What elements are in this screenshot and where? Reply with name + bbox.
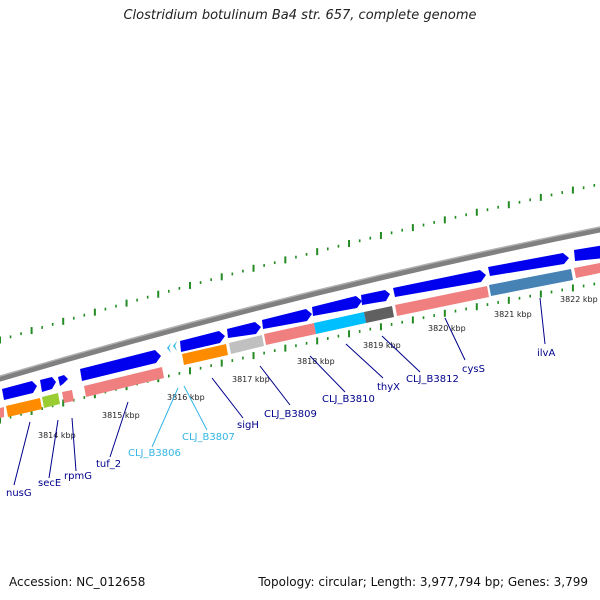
accession-label: Accession: NC_012658 bbox=[9, 575, 146, 589]
gene-arrow[interactable] bbox=[393, 270, 486, 297]
gene-labels: nusG secE rpmG tuf_2 CLJ_B3806 CLJ_B3807… bbox=[6, 348, 555, 499]
cds-bar[interactable] bbox=[314, 312, 366, 334]
gene-label-CLJ_B3806[interactable]: CLJ_B3806 bbox=[128, 448, 181, 459]
cds-bar[interactable] bbox=[84, 367, 164, 397]
kbp-label: 3816 kbp bbox=[167, 393, 205, 402]
cds-bars bbox=[0, 262, 600, 418]
backbone-arc bbox=[0, 226, 600, 382]
genome-summary: Topology: circular; Length: 3,977,794 bp… bbox=[258, 575, 588, 589]
map-title: Clostridium botulinum Ba4 str. 657, comp… bbox=[123, 8, 477, 23]
cds-bar[interactable] bbox=[489, 269, 573, 296]
gene-label-CLJ_B3812[interactable]: CLJ_B3812 bbox=[406, 374, 459, 385]
cds-bar[interactable] bbox=[42, 393, 60, 408]
cds-bar[interactable] bbox=[574, 262, 600, 278]
gene-arrow[interactable] bbox=[180, 331, 225, 352]
gene-label-CLJ_B3810[interactable]: CLJ_B3810 bbox=[322, 394, 375, 405]
forward-genes bbox=[2, 245, 600, 400]
label-leaders bbox=[13, 297, 546, 486]
gene-label-CLJ_B3807[interactable]: CLJ_B3807 bbox=[182, 432, 235, 443]
gene-label-tuf_2[interactable]: tuf_2 bbox=[96, 459, 121, 470]
kbp-label: 3815 kbp bbox=[102, 411, 140, 420]
kbp-label: 3820 kbp bbox=[428, 324, 466, 333]
gene-label-sigH[interactable]: sigH bbox=[237, 420, 259, 431]
kbp-label: 3817 kbp bbox=[232, 375, 270, 384]
cds-bar[interactable] bbox=[229, 335, 264, 354]
gene-label-secE[interactable]: secE bbox=[38, 478, 61, 489]
outer-tick-ring bbox=[0, 183, 596, 344]
cds-bar[interactable] bbox=[182, 344, 228, 365]
gene-label-nusG[interactable]: nusG bbox=[6, 488, 32, 499]
cds-bar[interactable] bbox=[62, 390, 74, 403]
kbp-label: 3819 kbp bbox=[363, 341, 401, 350]
gene-arrow[interactable] bbox=[312, 296, 362, 316]
kbp-label: 3821 kbp bbox=[494, 310, 532, 319]
gene-arrow[interactable] bbox=[58, 375, 68, 386]
gene-arrow[interactable] bbox=[574, 245, 600, 261]
cds-bar[interactable] bbox=[6, 398, 42, 417]
gene-arrow[interactable] bbox=[167, 343, 171, 353]
cds-bar[interactable] bbox=[0, 407, 4, 418]
gene-arrow[interactable] bbox=[2, 381, 37, 400]
cds-bar[interactable] bbox=[264, 323, 316, 345]
gene-label-rpmG[interactable]: rpmG bbox=[64, 471, 92, 482]
kbp-label: 3822 kbp bbox=[560, 295, 598, 304]
kbp-label: 3814 kbp bbox=[38, 431, 76, 440]
gene-arrow[interactable] bbox=[173, 341, 177, 351]
gene-label-cysS[interactable]: cysS bbox=[462, 364, 485, 375]
gene-arrow[interactable] bbox=[80, 350, 161, 381]
gene-arrow[interactable] bbox=[488, 253, 569, 276]
gene-arrow[interactable] bbox=[227, 322, 261, 338]
gene-arrow[interactable] bbox=[262, 309, 312, 329]
cds-bar[interactable] bbox=[395, 286, 489, 316]
gene-label-thyX[interactable]: thyX bbox=[377, 382, 400, 393]
gene-arrow[interactable] bbox=[40, 377, 56, 392]
gene-label-CLJ_B3809[interactable]: CLJ_B3809 bbox=[264, 409, 317, 420]
gene-label-ilvA[interactable]: ilvA bbox=[537, 348, 555, 359]
cds-bar[interactable] bbox=[364, 306, 394, 323]
gene-arrow[interactable] bbox=[361, 290, 390, 305]
